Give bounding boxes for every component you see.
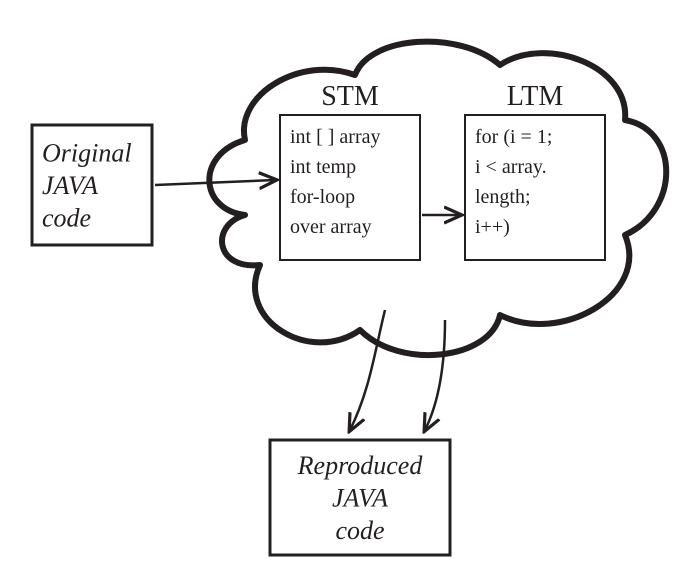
reproduced-code-box: Reproduced JAVA code <box>270 440 450 555</box>
memory-diagram: Original JAVA code STM int [ ] array int… <box>0 0 687 567</box>
ltm-line-3: i++) <box>475 216 510 238</box>
original-code-box: Original JAVA code <box>32 125 152 245</box>
stm-heading: STM <box>321 81 379 112</box>
stm-line-1: int temp <box>290 156 356 178</box>
original-line-2: code <box>42 204 91 233</box>
stm-line-0: int [ ] array <box>290 126 381 148</box>
ltm-line-0: for (i = 1; <box>475 126 552 148</box>
reproduced-line-2: code <box>335 516 384 545</box>
reproduced-line-1: JAVA <box>332 484 388 513</box>
ltm-line-2: length; <box>475 186 531 208</box>
original-line-1: JAVA <box>42 171 98 200</box>
reproduced-line-0: Reproduced <box>297 451 424 480</box>
stm-line-2: for-loop <box>290 186 355 208</box>
stm-line-3: over array <box>290 216 372 238</box>
ltm-line-1: i < array. <box>475 156 547 178</box>
original-line-0: Original <box>42 139 132 168</box>
ltm-heading: LTM <box>507 81 564 112</box>
